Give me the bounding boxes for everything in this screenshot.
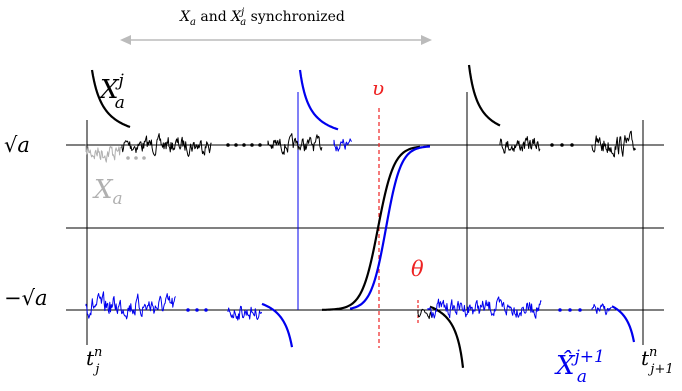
black-noise-right2: [591, 130, 636, 158]
neg-sqrt-a-label: −√a: [4, 286, 48, 310]
sync-double-arrow: [120, 35, 432, 45]
caption-xa-sub: a: [190, 17, 196, 28]
caption-synchronized: synchronized: [246, 9, 345, 25]
blue-dots-right: [568, 308, 572, 312]
black-dots-left: [242, 143, 246, 147]
grey-dots: [126, 156, 130, 160]
caption-xaj-sub: a: [240, 17, 246, 28]
blue-blowdown-mid: [298, 69, 339, 131]
jump-lines: [86, 92, 644, 345]
black-blowdown-right: [467, 64, 501, 127]
black-dots-left: [250, 143, 254, 147]
black-transition-curve: [321, 145, 421, 311]
black-noise-mid: [267, 133, 323, 155]
blue-noise-left: [85, 291, 176, 320]
blue-dots-right: [558, 308, 562, 312]
tj1n-label: tn j+1: [641, 345, 674, 377]
blue-dots-right: [578, 308, 582, 312]
grey-noise-path: [85, 144, 122, 163]
black-dots-right: [550, 143, 554, 147]
blue-transition-curve: [349, 145, 431, 310]
black-noise-right1: [499, 136, 541, 154]
blue-noise-right2: [591, 303, 612, 316]
blue-noise-left2: [227, 305, 263, 321]
blue-dots-left: [195, 308, 199, 312]
xa-grey-label: Xa: [92, 175, 123, 209]
sync-caption: Xa and Xj a synchronized: [179, 7, 345, 28]
xhat-label: X̂j+1 a: [554, 347, 605, 387]
caption-xa: X: [179, 9, 191, 25]
black-blowdown-mid: [429, 305, 465, 368]
black-dots-right: [560, 143, 564, 147]
theta-label: θ: [411, 257, 424, 281]
blue-dots-left: [186, 308, 190, 312]
black-dots-left: [234, 143, 238, 147]
blue-blowdown-left: [261, 302, 294, 348]
upsilon-label: υ: [372, 76, 384, 100]
caption-xaj-sup: j: [239, 7, 244, 18]
black-noise-bottom: [417, 308, 433, 320]
caption-and: and: [196, 9, 231, 25]
blue-noise-mid: [333, 138, 352, 152]
black-dots-left: [226, 143, 230, 147]
tjn-label: tn j: [86, 345, 102, 377]
black-dots-right: [570, 143, 574, 147]
black-dots-left: [258, 143, 262, 147]
blue-dots-left: [204, 308, 208, 312]
caption-xaj: X: [230, 9, 242, 25]
sqrt-a-label: √a: [4, 133, 30, 157]
black-noise-left: [121, 133, 212, 157]
black-blowdown-left: [90, 69, 131, 129]
blue-noise-right: [427, 296, 542, 319]
grey-dots: [142, 156, 146, 160]
grey-dots: [134, 156, 138, 160]
blue-blowdown-right: [611, 305, 636, 343]
xaj-label: Xj a: [98, 71, 125, 113]
process-paths: [85, 64, 636, 368]
svg-text:Xa and Xja synchronized: Xa and Xj a synchronized: [179, 7, 345, 28]
